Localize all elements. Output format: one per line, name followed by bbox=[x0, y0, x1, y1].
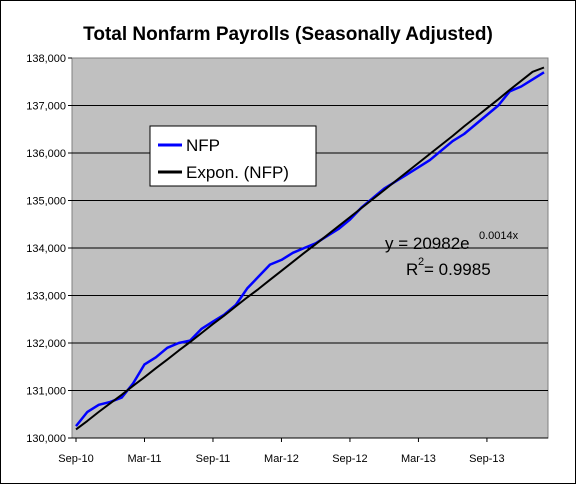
y-tick-label: 138,000 bbox=[26, 53, 66, 65]
equation-exponent: 0.0014x bbox=[479, 230, 519, 242]
legend-label-nfp: NFP bbox=[186, 136, 220, 155]
y-axis-ticks: 130,000 131,000 132,000 133,000 134,000 135,0… bbox=[26, 53, 72, 445]
series-line-expon-trend bbox=[75, 66, 545, 431]
y-tick-label: 137,000 bbox=[26, 101, 66, 113]
x-tick-label: Sep-12 bbox=[332, 453, 367, 465]
y-tick-label: 132,000 bbox=[26, 338, 66, 350]
y-tick-label: 135,000 bbox=[26, 196, 66, 208]
r-squared-value: = 0.9985 bbox=[424, 260, 491, 279]
x-tick-label: Sep-10 bbox=[58, 453, 93, 465]
x-tick-label: Mar-13 bbox=[401, 453, 436, 465]
chart-title: Total Nonfarm Payrolls (Seasonally Adjus… bbox=[83, 24, 493, 45]
y-tick-label: 130,000 bbox=[26, 433, 66, 445]
x-tick-label: Sep-13 bbox=[469, 453, 504, 465]
r-squared-superscript: 2 bbox=[418, 256, 424, 268]
r-squared-prefix: R bbox=[406, 260, 418, 279]
series-line-nfp bbox=[75, 71, 545, 427]
x-tick-label: Mar-11 bbox=[127, 453, 161, 465]
x-tick-label: Sep-11 bbox=[196, 453, 231, 465]
legend: NFP Expon. (NFP) bbox=[149, 125, 317, 187]
y-tick-label: 136,000 bbox=[26, 148, 66, 160]
equation-text: y = 20982e bbox=[385, 234, 470, 253]
x-tick-label: Mar-12 bbox=[264, 453, 299, 465]
y-tick-label: 133,000 bbox=[26, 291, 66, 303]
legend-box bbox=[149, 125, 317, 187]
legend-label-trend: Expon. (NFP) bbox=[186, 163, 289, 182]
trendline-equation: y = 20982e 0.0014x R 2 = 0.9985 bbox=[385, 230, 519, 279]
y-tick-label: 134,000 bbox=[26, 243, 66, 255]
x-axis-ticks: Sep-10 Mar-11 Sep-11 Mar-12 Sep-12 Mar-13 Sep-… bbox=[58, 437, 548, 465]
y-tick-label: 131,000 bbox=[26, 386, 66, 398]
series-lines bbox=[75, 66, 545, 431]
